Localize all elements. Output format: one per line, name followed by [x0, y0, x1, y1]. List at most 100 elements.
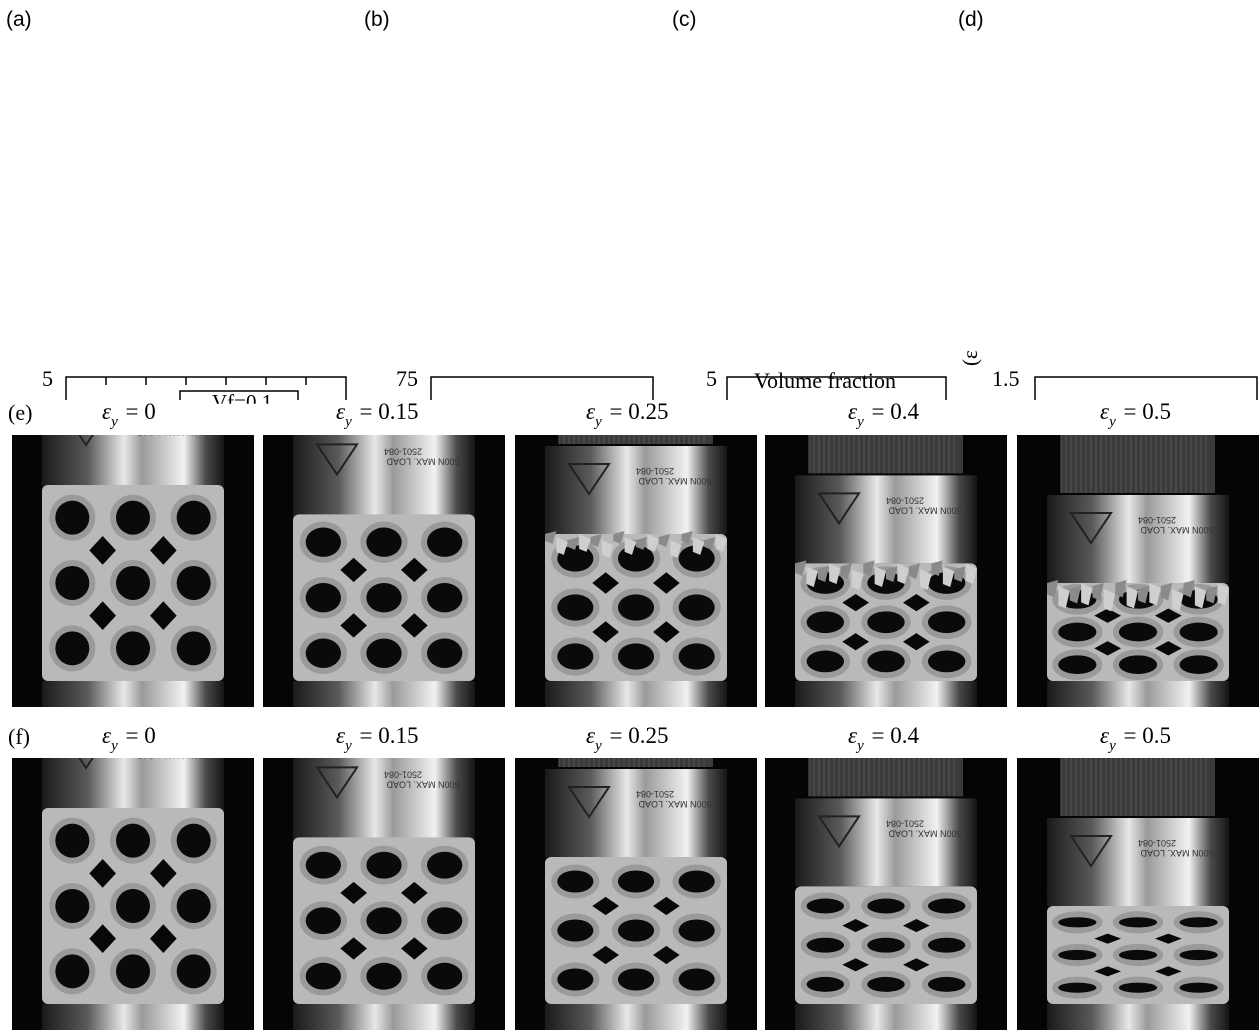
- platen-text: 500N MAX. LOAD: [386, 456, 460, 466]
- chart-b-tick-label: 75: [396, 366, 418, 391]
- strain-value: = 0.25: [603, 399, 669, 424]
- chart-a-legend-text: Vf=0.1: [212, 390, 273, 414]
- lattice-specimen: [293, 837, 475, 1004]
- lattice-specimen: [795, 886, 977, 1004]
- strain-symbol: ε: [1100, 723, 1110, 748]
- strain-label: εy = 0.25: [586, 723, 669, 755]
- chart-a-frame: [65, 376, 347, 400]
- strain-subscript: y: [345, 738, 352, 754]
- chart-c-frame: [726, 376, 947, 400]
- platen-text: 2501-084: [1138, 838, 1176, 848]
- strain-subscript: y: [857, 738, 864, 754]
- bottom-platen: [42, 681, 224, 707]
- platen-logo: [817, 815, 861, 849]
- strain-symbol: ε: [586, 399, 596, 424]
- lattice-specimen: [42, 485, 224, 681]
- lattice-specimen: [293, 514, 475, 681]
- strain-symbol: ε: [102, 723, 112, 748]
- panel-label-d: (d): [958, 8, 984, 31]
- platen-logo: [567, 786, 611, 819]
- lattice-specimen: [795, 560, 977, 681]
- platen-text: 2501-084: [384, 446, 422, 456]
- top-platen: [1047, 495, 1229, 583]
- chart-a-legend-box: [179, 390, 299, 400]
- strain-label: εy = 0.15: [336, 399, 419, 431]
- panel-label-c: (c): [672, 8, 697, 31]
- bottom-platen: [1047, 1004, 1229, 1030]
- strain-subscript: y: [111, 414, 118, 430]
- platen-text: 500N MAX. LOAD: [386, 779, 460, 789]
- platen-text: 500N MAX. LOAD: [888, 505, 962, 515]
- platen-logo: [315, 766, 359, 800]
- strain-value: = 0.4: [865, 399, 919, 424]
- platen-text: 2501-084: [1138, 515, 1176, 525]
- strain-subscript: y: [1109, 738, 1116, 754]
- strain-value: = 0.25: [603, 723, 669, 748]
- platen-text: 500N MAX. LOAD: [135, 435, 209, 437]
- strain-label: εy = 0.15: [336, 724, 418, 755]
- platen-text: 500N MAX. LOAD: [1140, 848, 1214, 858]
- strain-label: εy = 0.4: [848, 723, 919, 755]
- strain-value: = 0.4: [865, 723, 919, 748]
- bottom-platen: [293, 1004, 475, 1030]
- strain-value: = 0.15: [353, 399, 419, 424]
- top-platen: [293, 758, 475, 846]
- strain-value: = 0.5: [1117, 723, 1171, 748]
- bottom-platen: [545, 1004, 727, 1030]
- strain-label: εy = 0: [102, 723, 156, 755]
- top-platen: [293, 435, 475, 523]
- strain-symbol: ε: [1100, 399, 1110, 424]
- platen-text: 2501-084: [636, 466, 674, 476]
- strain-subscript: y: [857, 414, 864, 430]
- platen-text: 500N MAX. LOAD: [135, 758, 209, 760]
- strain-value: = 0: [119, 723, 156, 748]
- row-label-e: (e): [8, 400, 33, 425]
- platen-logo: [817, 492, 861, 526]
- chart-c-tick-label: 5: [706, 366, 717, 391]
- top-platen: [795, 798, 977, 887]
- knurled-block: [559, 435, 713, 444]
- chart-d-frame: [1034, 376, 1258, 400]
- top-platen: [545, 769, 727, 857]
- row-label-f: (f): [8, 724, 30, 749]
- knurled-block: [809, 435, 963, 474]
- bottom-platen: [293, 681, 475, 707]
- chart-d-tick-label: 1.5: [992, 366, 1020, 391]
- platen-text: 500N MAX. LOAD: [888, 828, 962, 838]
- platen-text: 2501-084: [886, 818, 924, 828]
- truncated-chart-frames: [65, 376, 1258, 400]
- lattice-specimen: [1047, 906, 1229, 1004]
- chart-a-tick-label: 5: [42, 366, 53, 391]
- strain-symbol: ε: [336, 399, 346, 424]
- strain-symbol: ε: [102, 399, 112, 424]
- platen-logo: [1069, 512, 1113, 545]
- knurled-block: [1061, 758, 1215, 816]
- platen-logo: [315, 443, 359, 477]
- chart-c-axis-title: Volume fraction: [754, 368, 896, 393]
- strain-subscript: y: [595, 738, 602, 754]
- platen-text: 2501-084: [886, 495, 924, 505]
- strain-label: εy = 0: [102, 399, 156, 431]
- bottom-platen: [795, 681, 977, 707]
- knurled-block: [1061, 435, 1215, 493]
- platen-text: 500N MAX. LOAD: [1140, 525, 1214, 535]
- top-platen: [1047, 818, 1229, 906]
- strain-value: = 0: [119, 399, 156, 424]
